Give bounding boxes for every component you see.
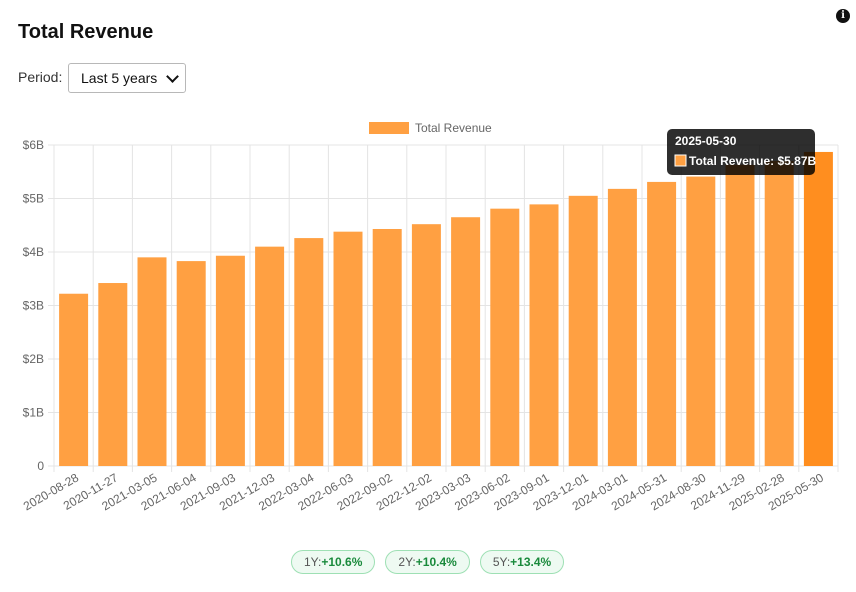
y-tick-label: $2B bbox=[23, 352, 44, 366]
growth-badge-5y[interactable]: 5Y: +13.4% bbox=[479, 550, 565, 574]
bar bbox=[764, 161, 794, 467]
bar bbox=[451, 217, 481, 466]
bar bbox=[59, 293, 89, 466]
bar bbox=[490, 208, 520, 467]
bar bbox=[176, 261, 206, 466]
y-tick-label: $1B bbox=[23, 406, 44, 420]
y-tick-label: $3B bbox=[23, 299, 44, 313]
bar bbox=[294, 238, 324, 466]
growth-badge-value: +10.4% bbox=[415, 555, 457, 569]
growth-badge-label: 2Y: bbox=[398, 555, 416, 569]
y-tick-label: $4B bbox=[23, 245, 44, 259]
growth-badge-value: +10.6% bbox=[321, 555, 363, 569]
bar bbox=[333, 231, 363, 466]
y-tick-label: $6B bbox=[23, 138, 44, 152]
page-title: Total Revenue bbox=[18, 21, 154, 43]
growth-badge-2y[interactable]: 2Y: +10.4% bbox=[385, 550, 470, 574]
growth-badges: 1Y: +10.6% 2Y: +10.4% 5Y: +13.4% bbox=[291, 550, 565, 574]
legend-swatch bbox=[369, 122, 409, 134]
bar bbox=[568, 195, 598, 466]
bar bbox=[411, 224, 441, 466]
bar bbox=[803, 151, 833, 466]
tooltip-label: Total Revenue: $5.87B bbox=[689, 154, 816, 168]
bar bbox=[255, 246, 285, 466]
growth-badge-label: 1Y: bbox=[304, 555, 322, 569]
bar bbox=[725, 164, 755, 467]
tooltip-title: 2025-05-30 bbox=[675, 134, 737, 148]
y-tick-label: $5B bbox=[23, 192, 44, 206]
growth-badge-1y[interactable]: 1Y: +10.6% bbox=[291, 550, 376, 574]
bar bbox=[647, 181, 677, 467]
bar bbox=[215, 255, 245, 466]
bar bbox=[607, 188, 637, 466]
bar bbox=[372, 228, 402, 466]
bar bbox=[529, 204, 559, 466]
bar bbox=[98, 283, 128, 466]
revenue-chart: 0$1B$2B$3B$4B$5B$6B2020-08-282020-11-272… bbox=[21, 121, 839, 513]
bar bbox=[686, 176, 716, 466]
y-tick-label: 0 bbox=[37, 459, 44, 473]
growth-badge-value: +13.4% bbox=[510, 555, 552, 569]
period-label: Period: bbox=[18, 69, 63, 85]
tooltip-swatch bbox=[674, 154, 687, 167]
period-select-value: Last 5 years bbox=[81, 70, 158, 86]
legend-label: Total Revenue bbox=[415, 121, 492, 135]
tooltip-box bbox=[667, 129, 815, 175]
period-select[interactable]: Last 5 years bbox=[68, 63, 186, 93]
growth-badge-label: 5Y: bbox=[492, 555, 511, 569]
bar bbox=[137, 257, 167, 466]
info-icon[interactable]: i bbox=[836, 9, 850, 23]
